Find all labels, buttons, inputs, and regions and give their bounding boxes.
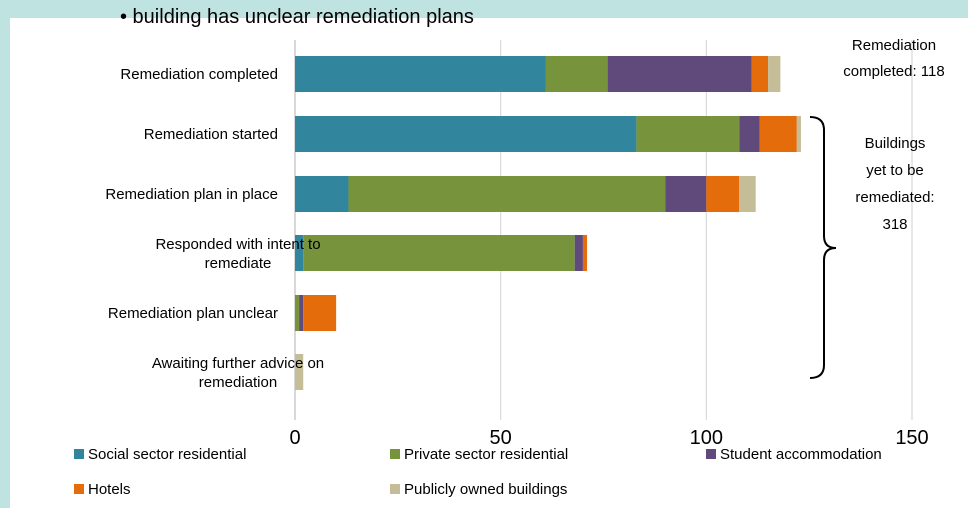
category-label: Remediation completed <box>120 66 278 83</box>
legend-label: Publicly owned buildings <box>404 481 567 498</box>
bar-student-accommodation <box>607 56 752 92</box>
brace-bracket <box>809 116 837 379</box>
x-tick-label: 150 <box>895 427 928 449</box>
bar-publicly-owned-buildings <box>295 354 304 390</box>
bar-publicly-owned-buildings <box>768 56 781 92</box>
category-label: Awaiting further advice on <box>152 355 324 372</box>
bar-student-accommodation <box>739 116 760 152</box>
legend-label: Private sector residential <box>404 446 568 463</box>
category-label: remediation <box>199 374 277 391</box>
annotation-yet-to-be-remediated: 318 <box>882 216 907 233</box>
bar-private-sector-residential <box>295 295 300 331</box>
bar-private-sector-residential <box>303 235 575 271</box>
bar-hotels <box>303 295 337 331</box>
legend-label: Student accommodation <box>720 446 882 463</box>
legend-label: Social sector residential <box>88 446 246 463</box>
x-tick-label: 100 <box>690 427 723 449</box>
bar-private-sector-residential <box>545 56 608 92</box>
bar-social-sector-residential <box>295 116 637 152</box>
bar-student-accommodation <box>299 295 304 331</box>
bar-publicly-owned-buildings <box>739 176 756 212</box>
stacked-bar-chart: Remediation completed Remediation started… <box>74 37 945 498</box>
bar-hotels <box>759 116 797 152</box>
bar-student-accommodation <box>574 235 583 271</box>
annotation-yet-to-be-remediated: remediated: <box>855 189 934 206</box>
annotation-yet-to-be-remediated: Buildings <box>865 135 926 152</box>
bar-social-sector-residential <box>295 56 546 92</box>
bar-hotels <box>751 56 769 92</box>
annotation-completed: completed: 118 <box>843 63 944 80</box>
category-label: Remediation plan in place <box>105 186 278 203</box>
category-label: Responded with intent to <box>155 236 320 253</box>
bar-social-sector-residential <box>295 176 349 212</box>
bar-hotels <box>706 176 740 212</box>
x-tick-label: 0 <box>289 427 300 449</box>
bar-publicly-owned-buildings <box>796 116 801 152</box>
legend-swatch <box>390 449 400 459</box>
x-tick-label: 50 <box>490 427 512 449</box>
bar-private-sector-residential <box>636 116 740 152</box>
legend-swatch <box>74 449 84 459</box>
chart-title: • building has unclear remediation plans <box>120 6 474 28</box>
category-label: remediate <box>205 255 272 272</box>
bar-student-accommodation <box>665 176 707 212</box>
category-label: Remediation plan unclear <box>108 305 278 322</box>
legend-swatch <box>706 449 716 459</box>
chart-panel: • building has unclear remediation plans… <box>10 6 968 508</box>
legend-swatch <box>74 484 84 494</box>
bar-private-sector-residential <box>348 176 666 212</box>
bar-social-sector-residential <box>295 235 304 271</box>
bar-hotels <box>582 235 588 271</box>
legend-swatch <box>390 484 400 494</box>
category-label: Remediation started <box>144 126 278 143</box>
annotation-completed: Remediation <box>852 37 936 54</box>
annotation-yet-to-be-remediated: yet to be <box>866 162 924 179</box>
legend-label: Hotels <box>88 481 131 498</box>
